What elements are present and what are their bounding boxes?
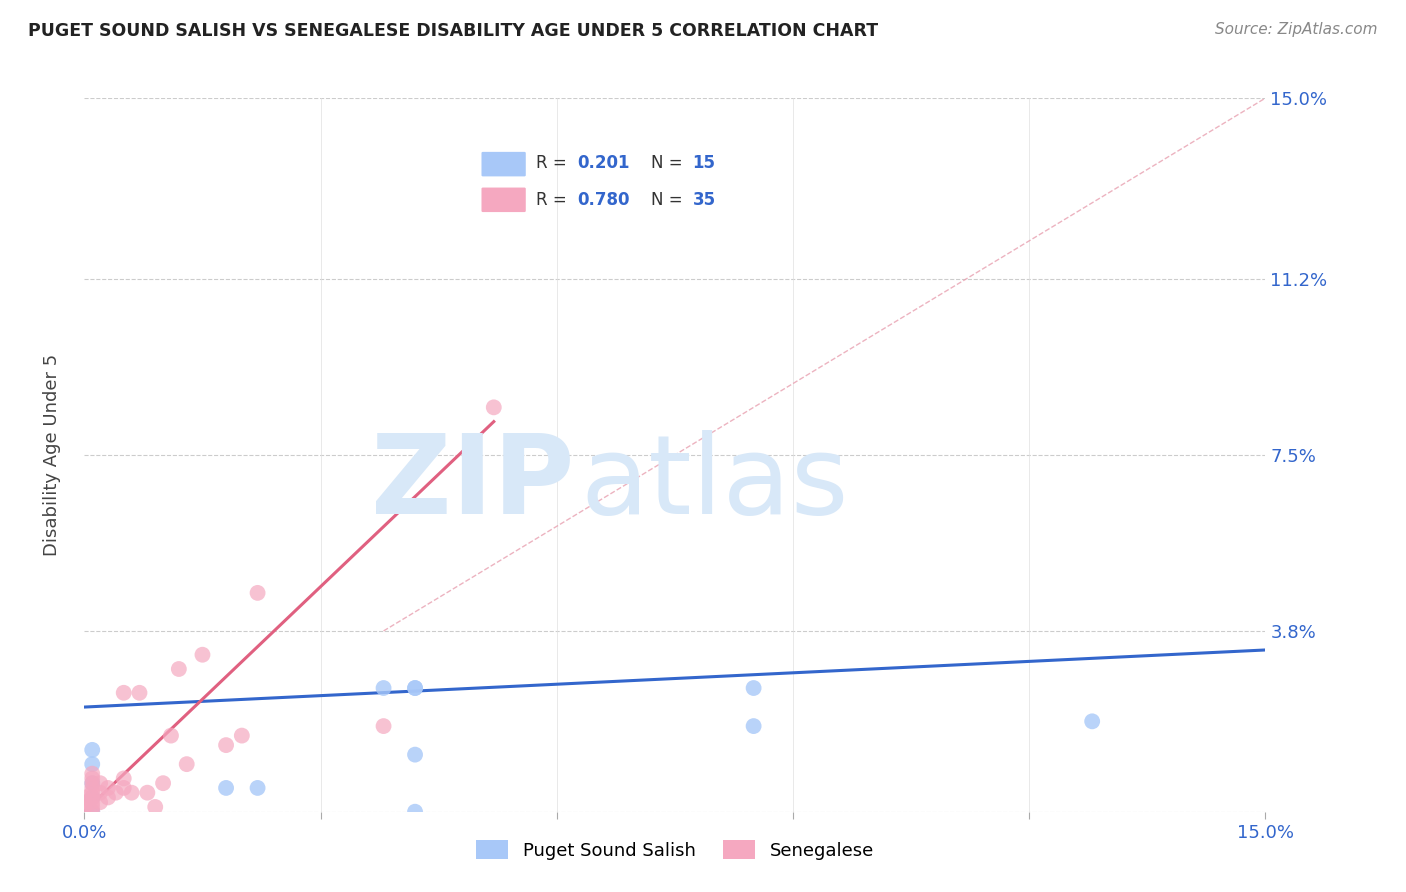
Point (404, 681, 426, 695)
Point (482, 401, 505, 415)
Point (742, 681, 765, 695)
Point (82, 780, 104, 795)
FancyBboxPatch shape (481, 187, 526, 212)
Point (82, 772, 104, 786)
Point (121, 786, 143, 800)
Point (404, 681, 426, 695)
Point (152, 776, 174, 790)
Legend: Puget Sound Salish, Senegalese: Puget Sound Salish, Senegalese (468, 833, 882, 867)
Point (160, 729, 183, 743)
Point (73, 795, 96, 809)
Point (82, 757, 104, 772)
Point (143, 800, 166, 814)
Text: 35: 35 (693, 191, 716, 209)
Point (82, 805, 104, 819)
Point (82, 743, 104, 757)
Point (191, 648, 214, 662)
Point (246, 780, 269, 795)
Text: 15: 15 (693, 154, 716, 172)
Point (404, 747, 426, 762)
Point (82, 790, 104, 805)
Point (89, 786, 111, 800)
Point (82, 790, 104, 805)
Point (104, 786, 127, 800)
Point (97, 780, 120, 795)
Point (73, 800, 96, 814)
Point (373, 719, 395, 733)
Point (742, 719, 765, 733)
Point (176, 757, 198, 772)
Point (1081, 714, 1104, 729)
Point (82, 805, 104, 819)
Text: ZIP: ZIP (371, 430, 575, 537)
Y-axis label: Disability Age Under 5: Disability Age Under 5 (42, 354, 60, 556)
Point (215, 780, 238, 795)
Point (89, 795, 111, 809)
Text: Source: ZipAtlas.com: Source: ZipAtlas.com (1215, 22, 1378, 37)
Text: R =: R = (536, 191, 567, 209)
Point (404, 805, 426, 819)
Point (82, 786, 104, 800)
Text: 0.201: 0.201 (578, 154, 630, 172)
Point (231, 729, 253, 743)
Point (128, 686, 150, 700)
Text: PUGET SOUND SALISH VS SENEGALESE DISABILITY AGE UNDER 5 CORRELATION CHART: PUGET SOUND SALISH VS SENEGALESE DISABIL… (28, 22, 879, 40)
Point (112, 780, 135, 795)
Text: N =: N = (651, 154, 683, 172)
Point (215, 738, 238, 752)
Point (97, 790, 120, 805)
Text: R =: R = (536, 154, 567, 172)
Point (246, 586, 269, 600)
Point (112, 772, 135, 786)
Point (136, 786, 159, 800)
Point (82, 776, 104, 790)
Point (82, 766, 104, 780)
Point (167, 662, 190, 676)
Point (82, 795, 104, 809)
Text: atlas: atlas (581, 430, 849, 537)
Point (82, 800, 104, 814)
Text: N =: N = (651, 191, 683, 209)
Point (89, 776, 111, 790)
Text: 0.780: 0.780 (578, 191, 630, 209)
Point (112, 686, 135, 700)
Point (82, 776, 104, 790)
FancyBboxPatch shape (481, 152, 526, 177)
Point (373, 681, 395, 695)
Point (73, 790, 96, 805)
